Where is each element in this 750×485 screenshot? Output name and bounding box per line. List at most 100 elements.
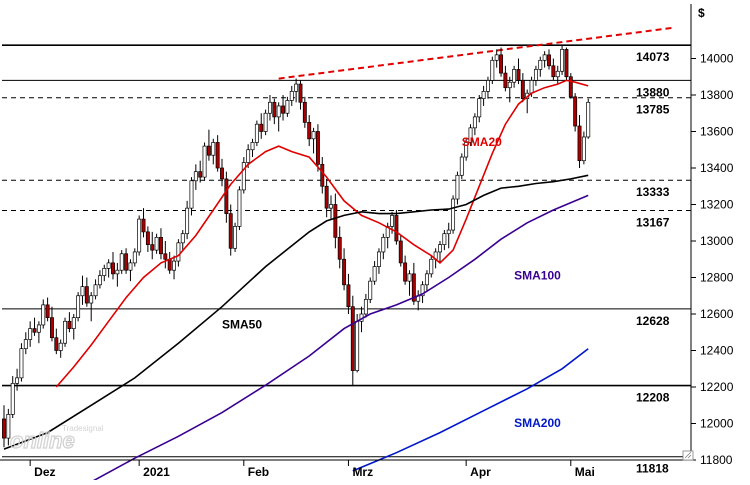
y-tick-label-3: 12400 — [700, 344, 734, 358]
candle-54 — [237, 186, 242, 231]
candle-34 — [150, 231, 155, 260]
candle-30 — [132, 248, 137, 267]
candle-body-30 — [132, 251, 137, 264]
candle-84 — [368, 277, 373, 304]
candle-18 — [80, 275, 85, 305]
candle-132 — [577, 115, 582, 168]
candle-body-86 — [377, 251, 381, 267]
y-tick-label-7: 13200 — [700, 198, 734, 212]
candle-42 — [185, 200, 190, 240]
currency-label: $ — [698, 6, 705, 20]
candle-body-70 — [307, 122, 312, 140]
candle-body-63 — [276, 105, 281, 118]
candle-126 — [551, 58, 556, 81]
candle-2 — [10, 376, 15, 419]
candle-32 — [141, 208, 146, 238]
candle-23 — [102, 264, 107, 282]
candle-37 — [163, 241, 168, 269]
candle-127 — [555, 65, 560, 85]
candle-body-18 — [80, 286, 85, 297]
candle-133 — [581, 131, 586, 165]
candle-24 — [106, 259, 111, 278]
candle-110 — [481, 85, 486, 106]
candle-106 — [464, 138, 469, 161]
candle-body-93 — [407, 273, 412, 282]
candle-body-106 — [464, 142, 469, 158]
candle-101 — [442, 230, 447, 251]
candle-17 — [76, 292, 81, 322]
candle-68 — [298, 80, 303, 110]
level-label-3: 13333 — [636, 185, 670, 199]
candle-body-21 — [93, 284, 98, 297]
candle-52 — [228, 204, 233, 256]
candle-body-130 — [568, 76, 573, 98]
candle-71 — [311, 127, 316, 154]
candle-body-73 — [320, 164, 325, 187]
candle-8 — [36, 321, 41, 344]
candle-body-128 — [560, 49, 565, 72]
candle-59 — [259, 113, 264, 139]
candle-130 — [568, 73, 573, 99]
candle-10 — [45, 297, 50, 322]
candle-body-39 — [172, 260, 176, 271]
candle-body-83 — [363, 299, 368, 315]
candle-103 — [451, 195, 456, 234]
candle-body-45 — [198, 171, 203, 178]
candle-28 — [124, 248, 129, 274]
candle-73 — [320, 157, 325, 194]
candle-98 — [429, 255, 434, 278]
axes: 11800 12000 12200 12400 12600 12800 13000 13200… — [0, 4, 734, 479]
candle-body-94 — [411, 273, 416, 302]
candle-body-42 — [185, 207, 190, 235]
series-line-sma50 — [3, 174, 589, 450]
candle-body-54 — [237, 189, 242, 227]
candle-4 — [19, 343, 24, 382]
candle-body-116 — [507, 81, 512, 89]
candle-body-69 — [302, 101, 307, 123]
candle-body-12 — [54, 337, 59, 351]
candle-body-92 — [403, 262, 408, 282]
candle-body-3 — [15, 377, 20, 384]
candle-body-50 — [220, 167, 224, 180]
candle-body-62 — [272, 101, 277, 118]
y-tick-label-6: 13000 — [700, 234, 734, 248]
candle-body-8 — [36, 324, 41, 333]
candle-64 — [281, 95, 285, 121]
candle-body-80 — [350, 306, 355, 371]
candle-107 — [468, 124, 473, 147]
candle-body-44 — [193, 171, 198, 182]
candle-97 — [424, 270, 429, 293]
candle-41 — [180, 230, 185, 251]
candle-70 — [307, 115, 312, 147]
candle-body-134 — [586, 101, 591, 138]
x-tick-label-2: Feb — [248, 465, 269, 479]
candle-body-16 — [71, 317, 76, 329]
candle-body-29 — [128, 262, 133, 271]
candle-15 — [67, 312, 72, 333]
candle-53 — [233, 222, 238, 252]
candle-body-23 — [102, 268, 107, 277]
candle-65 — [285, 96, 290, 117]
candle-body-14 — [63, 320, 67, 344]
candle-102 — [446, 222, 451, 249]
candle-body-20 — [89, 295, 94, 304]
candle-body-35 — [154, 237, 159, 251]
candle-44 — [193, 164, 198, 190]
candle-79 — [346, 273, 351, 314]
candle-body-37 — [163, 253, 168, 260]
candle-22 — [97, 270, 102, 289]
candle-122 — [533, 65, 538, 86]
candle-body-97 — [424, 273, 429, 286]
resize-grip-icon[interactable] — [682, 450, 694, 461]
candle-12 — [54, 328, 59, 355]
candle-123 — [538, 56, 543, 77]
candle-75 — [329, 195, 333, 220]
candle-body-22 — [97, 275, 102, 286]
candle-body-36 — [159, 237, 163, 255]
candle-body-123 — [538, 59, 543, 70]
candle-body-129 — [564, 49, 569, 78]
y-tick-label-0: 11800 — [700, 453, 733, 467]
candle-body-107 — [468, 127, 473, 143]
candle-0 — [2, 405, 6, 448]
candle-body-100 — [438, 244, 442, 253]
